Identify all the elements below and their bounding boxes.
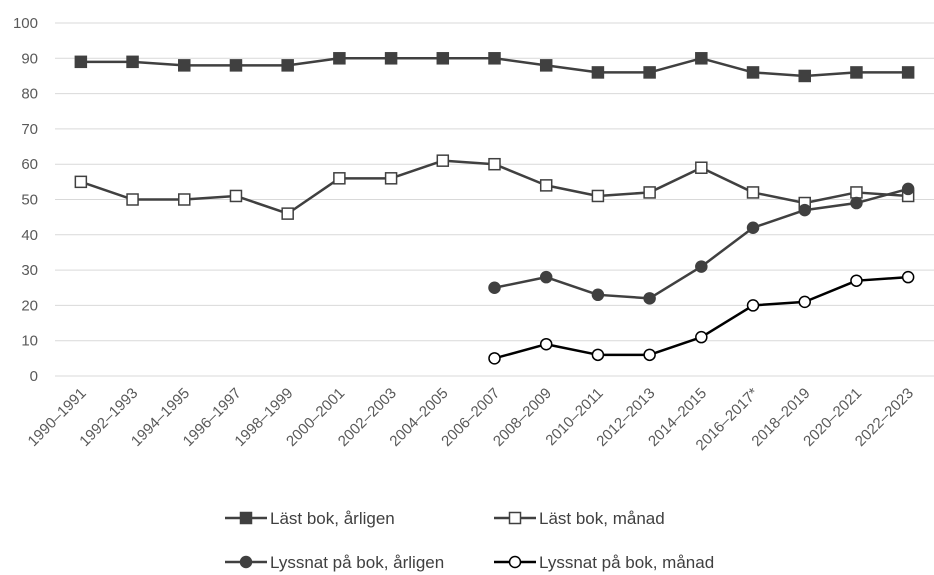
data-point	[384, 52, 398, 65]
data-point	[281, 207, 294, 220]
y-tick-label: 20	[21, 297, 38, 314]
data-point	[281, 59, 294, 72]
series-2	[74, 154, 915, 220]
legend: Läst bok, årligen Läst bok, månad Lyssnat …	[225, 509, 714, 572]
data-point	[591, 288, 605, 302]
x-axis-ticks: 1990–19911992–19931994–19951996–19971998…	[25, 385, 917, 454]
data-point	[488, 52, 501, 65]
data-point	[488, 157, 501, 171]
data-point	[539, 59, 553, 72]
y-tick-label: 0	[30, 368, 38, 385]
data-point	[901, 270, 915, 284]
series-3	[488, 182, 915, 305]
y-tick-label: 40	[21, 227, 38, 244]
legend-item: Lyssnat på bok, årligen	[225, 553, 444, 572]
data-point	[850, 196, 863, 210]
data-point	[798, 295, 811, 309]
y-tick-label: 10	[21, 333, 38, 350]
y-tick-label: 50	[21, 192, 38, 209]
data-point	[643, 292, 656, 305]
data-point	[798, 69, 811, 83]
data-point	[695, 52, 708, 65]
data-point	[539, 179, 553, 192]
series-4	[488, 270, 915, 365]
data-point	[384, 172, 398, 185]
y-tick-label: 100	[13, 15, 38, 32]
legend-item: Läst bok, årligen	[225, 509, 395, 528]
legend-label: Läst bok, månad	[539, 509, 665, 528]
legend-label: Lyssnat på bok, årligen	[270, 553, 444, 572]
y-tick-label: 80	[21, 86, 38, 103]
legend-label: Läst bok, årligen	[270, 509, 395, 528]
legend-marker	[508, 511, 522, 525]
data-point	[333, 172, 346, 185]
data-point	[591, 66, 605, 79]
series-line	[494, 275, 909, 360]
data-point	[850, 186, 863, 199]
data-point	[436, 154, 450, 167]
data-point	[695, 161, 708, 174]
data-point	[643, 66, 656, 79]
y-tick-label: 70	[21, 121, 38, 138]
data-point	[850, 274, 863, 287]
legend-marker	[239, 555, 253, 569]
series-line	[494, 187, 909, 300]
data-point	[178, 59, 191, 72]
data-point	[746, 299, 760, 312]
data-point	[126, 55, 139, 69]
legend-item: Lyssnat på bok, månad	[494, 553, 714, 572]
y-axis-ticks: 0 10 20 30 40 50 60 70 80 90 100	[13, 15, 38, 385]
data-point	[850, 66, 863, 79]
data-point	[643, 186, 656, 199]
legend-marker	[508, 555, 522, 569]
legend-label: Lyssnat på bok, månad	[539, 553, 714, 572]
data-point	[901, 182, 915, 196]
data-point	[74, 55, 88, 69]
y-tick-label: 30	[21, 262, 38, 279]
data-point	[643, 348, 656, 362]
series-group	[74, 52, 915, 365]
data-point	[798, 203, 811, 217]
data-point	[333, 52, 346, 65]
data-point	[488, 281, 501, 294]
data-point	[539, 337, 553, 351]
y-tick-label: 90	[21, 50, 38, 67]
data-point	[229, 59, 243, 72]
data-point	[746, 221, 760, 234]
data-point	[488, 352, 501, 365]
data-point	[436, 52, 450, 65]
series-1	[74, 52, 915, 83]
data-point	[695, 260, 708, 273]
data-point	[591, 348, 605, 362]
legend-item: Läst bok, månad	[494, 509, 665, 528]
data-point	[126, 193, 139, 206]
data-point	[746, 66, 760, 79]
data-point	[746, 186, 760, 199]
data-point	[74, 175, 88, 189]
data-point	[695, 330, 708, 344]
y-tick-label: 60	[21, 156, 38, 173]
data-point	[229, 189, 243, 203]
data-point	[901, 66, 915, 79]
data-point	[178, 193, 191, 206]
data-point	[539, 270, 553, 284]
data-point	[591, 189, 605, 203]
legend-marker	[239, 511, 253, 525]
